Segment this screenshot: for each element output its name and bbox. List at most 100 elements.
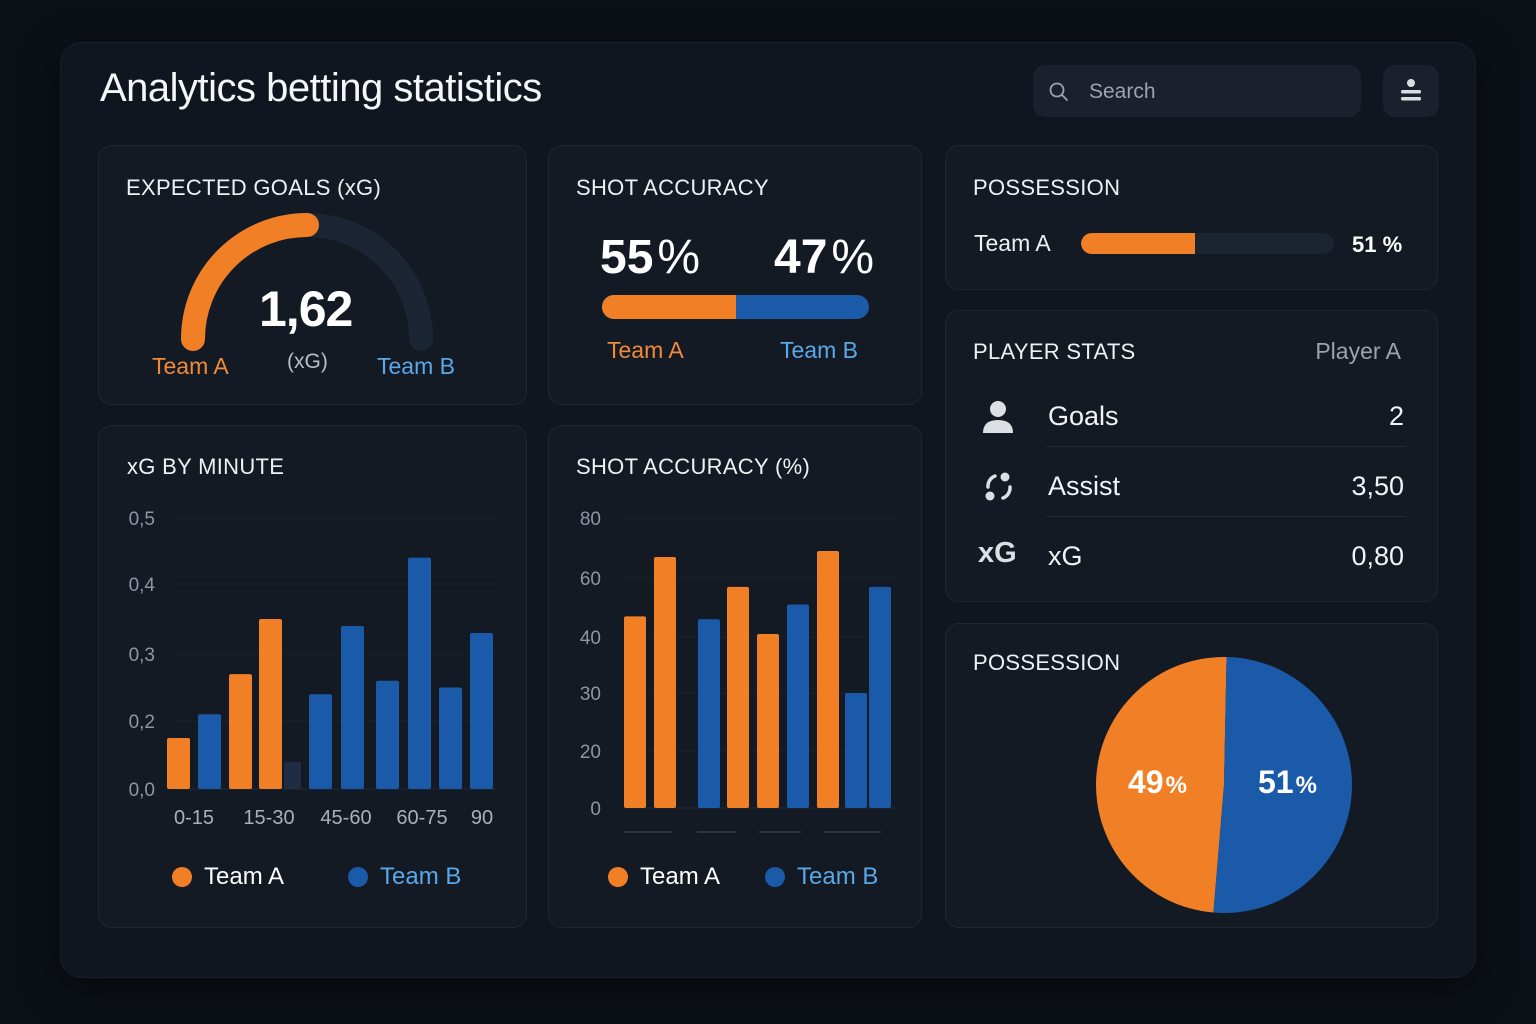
team-a-label: Team A [607, 337, 684, 363]
card-title: POSSESSION [973, 650, 1121, 675]
possession-bar-card: POSSESSION Team A 51 % [945, 145, 1438, 290]
legend-label: Team B [380, 863, 462, 890]
team-b-accuracy-value: 47 [774, 231, 828, 284]
x-tick-label: 45-60 [320, 807, 371, 829]
team-a-fill [602, 295, 736, 319]
xg-value: 1,62 [259, 281, 353, 337]
filter-menu-button[interactable] [1383, 65, 1439, 117]
percent-sign: % [1295, 772, 1317, 799]
y-tick-label: 0,0 [129, 780, 155, 801]
y-tick-label: 20 [580, 742, 601, 763]
stat-value: 3,50 [1351, 471, 1404, 501]
legend-team-b: Team B [765, 863, 878, 891]
bar-team-a [654, 557, 676, 808]
card-title: SHOT ACCURACY [576, 175, 769, 200]
pie-slice-team-b [1213, 657, 1353, 913]
possession-pie-card: POSSESSION 49% 51% [945, 623, 1438, 928]
xg-by-minute-chart: 0,0 0,2 0,3 0,4 0,5 0-15 15-30 45-60 60-75 90 [129, 509, 496, 829]
y-tick-label: 40 [580, 628, 601, 649]
shot-accuracy-chart: 0 20 30 40 60 80 [580, 509, 895, 833]
player-stats-card: PLAYER STATS Player A Goals 2 Assist 3,5… [945, 310, 1438, 602]
bar-team-b [198, 714, 221, 789]
gauge-fill [181, 213, 319, 351]
legend-label: Team A [204, 863, 285, 890]
percent-sign: % [1165, 772, 1187, 799]
pie-slice-team-a [1096, 657, 1227, 913]
y-tick-label: 80 [580, 509, 601, 530]
team-b-accuracy: 47% [774, 230, 874, 285]
card-title: EXPECTED GOALS (xG) [126, 175, 382, 200]
stat-label: Goals [1048, 401, 1119, 431]
bar-team-b [698, 619, 720, 808]
team-a-accuracy: 55% [600, 230, 700, 285]
bar-team-b [787, 604, 809, 808]
bar-team-b [376, 680, 399, 789]
possession-pie [1096, 657, 1353, 913]
divider [1046, 446, 1406, 447]
possession-value: 51 % [1352, 232, 1403, 257]
bar-team-b [869, 586, 891, 808]
y-tick-label: 30 [580, 684, 601, 705]
possession-fill [1081, 233, 1195, 254]
search-input[interactable]: Search [1033, 65, 1361, 117]
accuracy-split-bar [602, 295, 869, 319]
team-b-label: Team B [377, 353, 455, 379]
team-b-dot [348, 867, 368, 887]
stat-value: 0,80 [1351, 541, 1404, 571]
chart-title: SHOT ACCURACY (%) [576, 454, 811, 479]
xg-gauge [181, 213, 433, 351]
pie-value-team-b: 51 [1258, 764, 1294, 800]
legend-team-a: Team A [608, 863, 720, 891]
bar-team-a [167, 738, 190, 789]
pie-label-team-b: 51% [1258, 764, 1317, 801]
bar-muted [284, 761, 301, 789]
y-tick-label: 0 [590, 799, 601, 820]
bar-team-a [727, 586, 749, 808]
bar-team-a [229, 674, 252, 789]
team-a-dot [172, 867, 192, 887]
bar-team-a [259, 619, 282, 789]
user-icon [983, 401, 1013, 433]
divider [1046, 516, 1406, 517]
y-tick-label: 0,3 [129, 645, 155, 666]
bar-team-b [470, 633, 493, 789]
xg-icon: xG [978, 537, 1017, 569]
search-placeholder: Search [1089, 80, 1156, 103]
filter-menu-icon [1401, 79, 1421, 101]
x-tick-label: 15-30 [243, 807, 294, 829]
bar-team-a [624, 616, 646, 808]
y-tick-label: 0,5 [129, 509, 155, 530]
team-label: Team A [974, 230, 1051, 256]
player-selector[interactable]: Player A [1315, 338, 1401, 364]
x-tick-label: 0-15 [174, 807, 214, 829]
bar-team-b [309, 694, 332, 789]
x-tick-label: 90 [471, 807, 493, 829]
shot-accuracy-chart-card: SHOT ACCURACY (%) 0 20 30 40 60 80 Team A Tea… [548, 425, 922, 928]
bar-team-a [757, 634, 779, 808]
team-a-dot [608, 867, 628, 887]
team-b-label: Team B [780, 337, 858, 363]
pie-label-team-a: 49% [1128, 764, 1187, 801]
y-tick-label: 0,4 [129, 575, 156, 596]
team-a-accuracy-value: 55 [600, 231, 654, 284]
card-title: POSSESSION [973, 175, 1121, 200]
y-tick-label: 0,2 [129, 712, 155, 733]
stat-label: xG [1048, 541, 1083, 571]
pie-value-team-a: 49 [1128, 764, 1164, 800]
stat-label: Assist [1048, 471, 1121, 501]
bar-team-b [439, 687, 462, 789]
bar-team-b [845, 693, 867, 808]
legend-team-b: Team B [348, 863, 461, 891]
percent-sign: % [657, 231, 701, 284]
search-icon [1049, 82, 1068, 101]
y-tick-label: 60 [580, 569, 601, 590]
stat-value: 2 [1388, 401, 1404, 431]
team-b-dot [765, 867, 785, 887]
x-tick-label: 60-75 [396, 807, 447, 829]
expected-goals-card: EXPECTED GOALS (xG) 1,62 (xG) Team A Tea… [98, 145, 527, 405]
bar-team-b [408, 557, 431, 789]
legend-label: Team B [797, 863, 879, 890]
xg-by-minute-card: xG BY MINUTE 0,0 0,2 0,3 0,4 0,5 0-15 15-30 45-… [98, 425, 527, 928]
card-title: PLAYER STATS [973, 339, 1136, 364]
bar-team-b [341, 626, 364, 789]
